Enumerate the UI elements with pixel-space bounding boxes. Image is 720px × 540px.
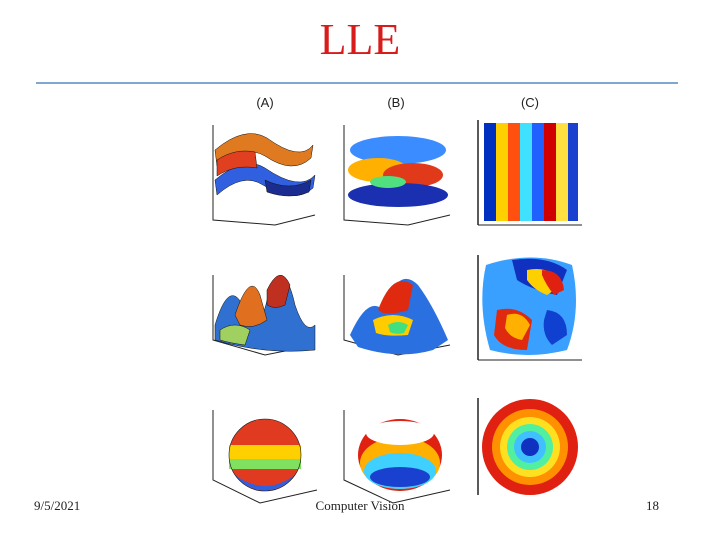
panel-sphere-embedding	[477, 398, 578, 495]
panel-twin-peaks-embedding	[477, 255, 582, 361]
footer-date: 9/5/2021	[34, 498, 81, 513]
panel-swiss-roll-points	[343, 125, 451, 226]
panel-swiss-roll-embedding	[477, 120, 582, 226]
page-number: 18	[646, 498, 659, 513]
slide-title: LLE	[319, 15, 401, 64]
panel-sphere-surface	[212, 410, 318, 504]
column-label-c: (C)	[520, 95, 540, 110]
panel-twin-peaks-points	[343, 275, 451, 356]
column-label-b: (B)	[387, 95, 405, 110]
panel-twin-peaks-surface	[212, 275, 316, 356]
title-divider	[36, 82, 678, 84]
panel-sphere-points	[343, 410, 451, 504]
column-label-a: (A)	[256, 95, 274, 110]
footer-title: Computer Vision	[315, 498, 405, 513]
panel-swiss-roll-surface	[212, 125, 316, 226]
